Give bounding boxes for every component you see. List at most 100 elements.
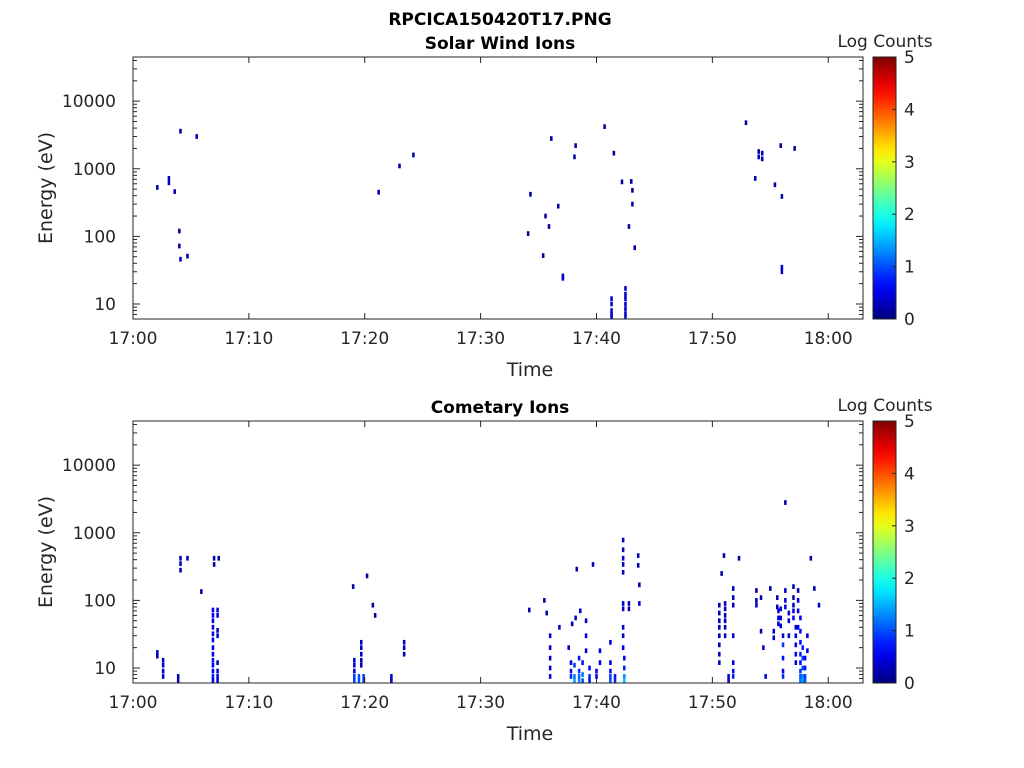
data-cell xyxy=(718,610,721,616)
data-cell xyxy=(624,306,627,312)
data-cell xyxy=(216,660,219,666)
data-cell xyxy=(609,668,612,674)
data-cell xyxy=(803,665,807,671)
colorbar-tick-label: 3 xyxy=(904,153,915,173)
data-cell xyxy=(529,191,532,197)
data-cell xyxy=(723,633,727,639)
data-cell xyxy=(723,601,727,606)
data-cell xyxy=(636,553,640,558)
data-cell xyxy=(718,642,721,648)
data-cell xyxy=(627,224,631,229)
data-cell xyxy=(792,615,795,621)
x-tick-label: 17:20 xyxy=(340,329,389,349)
data-cell xyxy=(781,668,785,674)
data-cell xyxy=(731,674,735,679)
data-cell xyxy=(613,678,617,683)
colorbar-tick-label: 5 xyxy=(904,48,915,68)
data-cell xyxy=(769,586,772,591)
data-cell xyxy=(803,655,807,661)
data-cell xyxy=(772,635,776,641)
panel-title: Solar Wind Ions xyxy=(425,34,576,54)
data-cell xyxy=(581,678,584,683)
data-cell xyxy=(211,662,215,668)
data-cell xyxy=(631,187,634,193)
data-cell xyxy=(176,678,180,683)
y-tick-label: 10 xyxy=(94,659,116,679)
data-cell xyxy=(609,674,612,679)
data-cell xyxy=(569,674,573,679)
data-cell xyxy=(731,586,735,591)
data-cell xyxy=(780,264,784,270)
data-cell xyxy=(556,203,560,209)
data-cell xyxy=(545,610,548,616)
data-cell xyxy=(548,645,552,651)
data-cell xyxy=(775,595,779,600)
data-cell xyxy=(779,606,783,612)
data-cell xyxy=(359,662,363,668)
data-cell xyxy=(610,296,613,302)
data-cell xyxy=(621,601,625,606)
data-cell xyxy=(211,637,215,643)
data-cell xyxy=(792,595,795,600)
plot-area xyxy=(133,57,863,319)
data-cell xyxy=(526,231,530,236)
data-cell xyxy=(755,588,758,593)
data-cell xyxy=(359,645,363,651)
data-cell xyxy=(584,648,588,654)
data-cell xyxy=(624,286,627,291)
data-cell xyxy=(781,674,785,679)
data-cell xyxy=(613,674,617,679)
plot-frame xyxy=(132,420,864,684)
data-cell xyxy=(211,613,215,618)
data-cell xyxy=(548,665,552,671)
data-cell xyxy=(156,650,159,655)
data-cell xyxy=(598,648,602,654)
figure-title: RPCICA150420T17.PNG xyxy=(388,10,611,30)
data-cell xyxy=(623,678,626,683)
data-cell xyxy=(784,588,787,593)
data-cell xyxy=(216,607,219,613)
data-cell xyxy=(718,618,721,624)
data-cell xyxy=(216,628,219,633)
data-cell xyxy=(792,608,795,614)
data-cell xyxy=(402,645,406,651)
data-cell xyxy=(179,256,182,262)
data-cell xyxy=(794,633,798,639)
data-cell xyxy=(161,657,165,663)
colorbar xyxy=(872,56,897,320)
data-cell xyxy=(588,674,591,679)
data-cell xyxy=(402,639,406,645)
data-cell xyxy=(796,608,800,614)
data-cell xyxy=(156,185,159,190)
data-cell xyxy=(216,674,219,679)
data-cell xyxy=(211,651,215,657)
data-cell xyxy=(211,618,215,624)
data-cell xyxy=(799,628,802,634)
data-cell xyxy=(211,674,215,679)
data-cell xyxy=(577,668,581,674)
data-cell xyxy=(548,674,552,679)
data-cell xyxy=(575,566,579,572)
data-cell xyxy=(161,674,165,679)
data-cell xyxy=(621,562,625,567)
data-cell xyxy=(353,657,356,663)
data-cell xyxy=(727,678,730,683)
data-cell xyxy=(161,662,165,668)
x-tick-label: 17:30 xyxy=(456,693,505,713)
data-cell xyxy=(762,645,765,651)
data-cell xyxy=(573,154,576,160)
data-cell xyxy=(612,150,616,156)
data-cell xyxy=(764,674,767,679)
y-tick-label: 10 xyxy=(94,295,116,315)
colorbar-tick-label: 5 xyxy=(904,412,915,432)
x-tick-label: 17:50 xyxy=(688,693,737,713)
data-cell xyxy=(402,651,406,657)
data-cell xyxy=(737,555,741,561)
data-cell xyxy=(796,588,800,593)
colorbar-tick-label: 0 xyxy=(904,310,915,330)
data-cell xyxy=(573,678,576,683)
data-cell xyxy=(567,645,570,651)
colorbar-tick-label: 2 xyxy=(904,205,915,225)
y-tick-label: 10000 xyxy=(62,92,116,112)
